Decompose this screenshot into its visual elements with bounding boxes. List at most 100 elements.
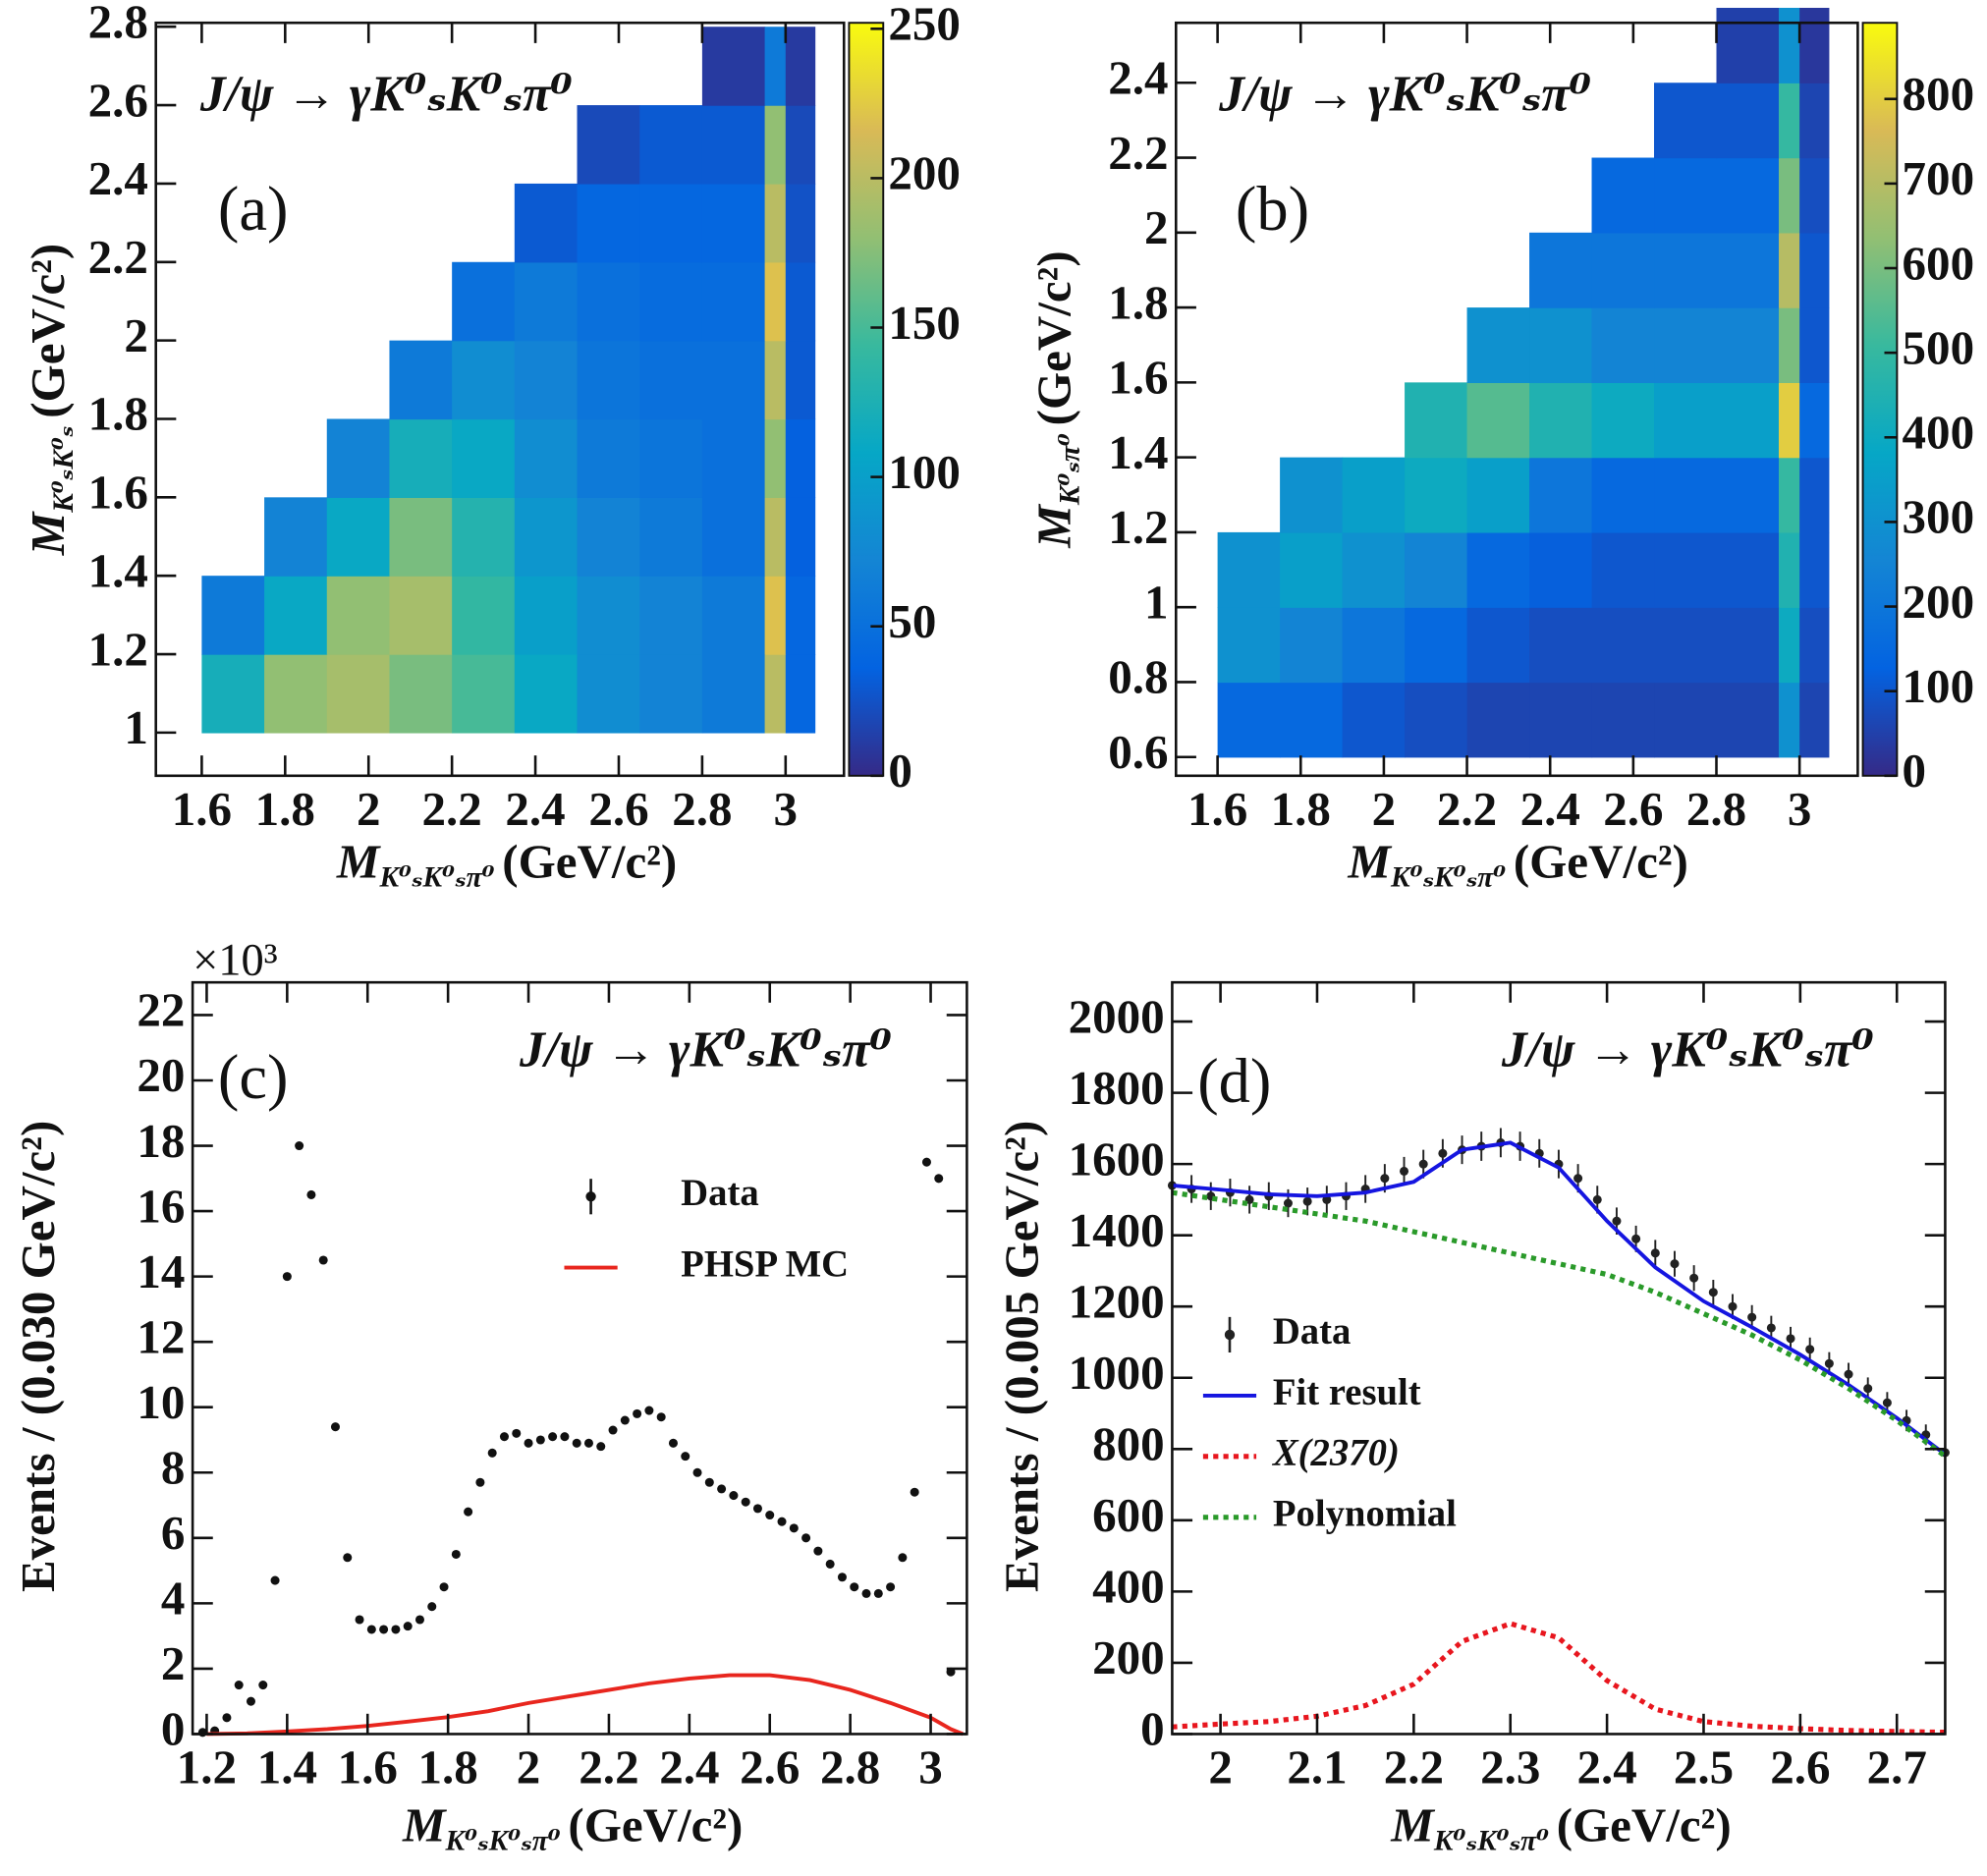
data-point xyxy=(789,1523,799,1533)
data-point xyxy=(1766,1323,1776,1333)
heat-cell xyxy=(577,576,640,655)
colorbar-tick-label: 150 xyxy=(888,296,961,350)
heat-cell xyxy=(1529,682,1593,758)
heat-cell xyxy=(764,340,787,420)
heat-cell xyxy=(1217,607,1281,684)
legend-label: Data xyxy=(1273,1311,1352,1352)
plot-area xyxy=(197,1141,965,1738)
heat-cell xyxy=(577,183,640,263)
x-tick-label: 2 xyxy=(517,1739,541,1793)
data-point xyxy=(1631,1234,1641,1243)
data-point xyxy=(692,1467,702,1477)
data-point xyxy=(717,1484,727,1494)
colorbar-tick-label: 600 xyxy=(1903,236,1975,290)
heat-cell xyxy=(1799,382,1830,459)
heat-cell xyxy=(201,654,265,734)
axis-label: Events / (0.005 GeV/c²) xyxy=(994,1121,1048,1592)
data-point xyxy=(765,1511,775,1520)
data-point xyxy=(1283,1198,1293,1208)
label-unit: (GeV/c²) xyxy=(1514,835,1688,889)
legend-label: Polynomial xyxy=(1273,1494,1457,1535)
data-point xyxy=(681,1452,690,1462)
heat-cell xyxy=(1654,382,1718,459)
heat-cell xyxy=(264,497,328,577)
heat-cell xyxy=(452,418,516,498)
x-tick-label: 1.6 xyxy=(172,782,232,836)
x-tick-label: 2.8 xyxy=(1686,782,1746,836)
heat-cell xyxy=(514,418,579,498)
data-point xyxy=(583,1438,593,1448)
colorbar-tick-label: 700 xyxy=(1903,151,1975,205)
heat-cell xyxy=(452,497,516,577)
heat-cell xyxy=(764,183,787,263)
y-tick-label: 2.2 xyxy=(1108,126,1168,180)
heat-cell xyxy=(1778,682,1800,758)
y-tick-label: 16 xyxy=(137,1179,185,1233)
heat-cell xyxy=(1799,157,1830,234)
data-point xyxy=(246,1696,256,1706)
y-tick-label: 600 xyxy=(1092,1488,1165,1542)
x-tick-label: 2.8 xyxy=(672,782,732,836)
y-tick-label: 2 xyxy=(1144,200,1169,254)
data-point xyxy=(633,1408,642,1418)
data-point xyxy=(668,1438,678,1448)
data-point xyxy=(1824,1358,1834,1368)
data-point xyxy=(535,1435,545,1445)
data-point xyxy=(499,1432,509,1442)
heat-cell xyxy=(1716,307,1780,384)
y-tick-label: 0.8 xyxy=(1108,650,1168,704)
heat-cell xyxy=(1466,382,1530,459)
chart-title: J/ψ → γK⁰ₛK⁰ₛπ⁰ xyxy=(519,1022,892,1078)
label-symbol: M xyxy=(336,835,381,889)
heat-cell xyxy=(639,105,703,185)
heat-cell xyxy=(1342,607,1406,684)
label-subscript: K⁰ₛK⁰ₛπ⁰ xyxy=(1390,861,1506,893)
heat-cell xyxy=(514,340,579,420)
heat-cell xyxy=(1466,457,1530,533)
heat-cell xyxy=(1654,157,1718,234)
x-tick-label: 1.2 xyxy=(177,1739,237,1793)
heat-cell xyxy=(326,497,391,577)
heat-cell xyxy=(1716,682,1780,758)
legend-label: Data xyxy=(681,1173,759,1214)
plot-area xyxy=(1167,1128,1950,1736)
axis-label: MK⁰ₛK⁰ₛπ⁰ (GeV/c²) xyxy=(1347,835,1687,893)
x-tick-label: 2.2 xyxy=(422,782,482,836)
heat-cell xyxy=(1529,307,1593,384)
y-tick-label: 2 xyxy=(124,308,148,362)
data-point xyxy=(295,1141,304,1151)
heat-cell xyxy=(1716,382,1780,459)
heat-cell xyxy=(639,418,703,498)
y-tick-label: 8 xyxy=(161,1441,186,1495)
data-point xyxy=(825,1559,835,1569)
legend-label: X(2370) xyxy=(1272,1433,1400,1474)
x-tick-label: 2.6 xyxy=(1603,782,1663,836)
heat-cell xyxy=(1466,607,1530,684)
y-tick-label: 2.2 xyxy=(88,230,148,284)
x-tick-label: 2.2 xyxy=(579,1739,638,1793)
data-point xyxy=(1612,1216,1622,1226)
data-point xyxy=(898,1553,908,1563)
x-tick-label: 2.7 xyxy=(1867,1739,1927,1793)
heat-cell xyxy=(577,105,640,185)
heat-cell xyxy=(264,576,328,655)
heat-cell xyxy=(764,418,787,498)
heat-cell xyxy=(1654,607,1718,684)
data-point xyxy=(512,1428,522,1438)
heat-cell xyxy=(1799,607,1830,684)
heat-cell xyxy=(764,27,787,106)
data-point xyxy=(318,1255,328,1265)
heat-cell xyxy=(326,576,391,655)
colorbar-tick-label: 0 xyxy=(888,744,912,798)
x-tick-label: 1.6 xyxy=(338,1739,398,1793)
y-tick-label: 1.8 xyxy=(1108,275,1168,329)
x-tick-label: 2.5 xyxy=(1674,1739,1734,1793)
heat-cell xyxy=(514,497,579,577)
y-tick-label: 800 xyxy=(1092,1417,1165,1471)
y-tick-label: 1 xyxy=(124,700,148,754)
heat-cell xyxy=(785,418,816,498)
y-tick-label: 1600 xyxy=(1069,1131,1165,1186)
heat-cell xyxy=(1405,382,1468,459)
legend-swatch xyxy=(1224,1329,1236,1341)
